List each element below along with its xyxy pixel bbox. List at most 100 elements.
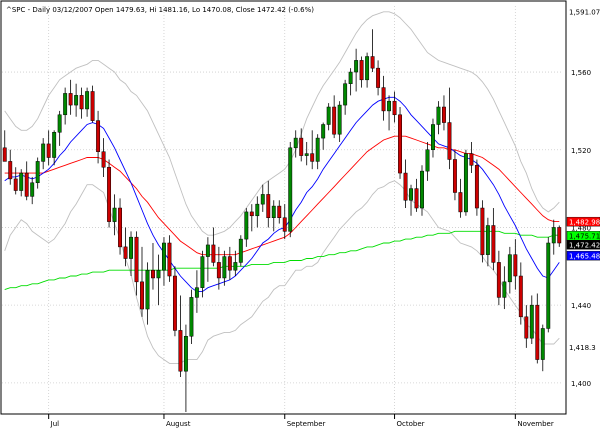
candle [101,138,106,177]
candle-body [41,143,46,162]
candle [343,79,348,115]
x-tick-label: October [397,420,425,428]
price-label-text: 1,475.71 [569,233,600,241]
candle [2,130,7,162]
candle [474,159,479,216]
grid-layer [2,6,562,412]
candle [277,200,282,224]
candle [41,138,46,170]
x-tick-label: August [166,420,191,428]
candle-body [299,137,304,156]
candle-body [403,172,408,201]
candle-body [35,161,40,184]
candle [183,324,188,412]
candle [216,246,221,290]
candle [524,305,529,348]
candle [326,103,331,131]
candle [447,87,452,170]
candles [2,29,562,412]
candle-body [13,178,18,191]
candle-body [211,244,216,263]
candle [551,219,556,255]
candle-body [156,269,161,279]
candle-body [502,281,507,298]
candle-body [123,246,128,259]
y-tick-label: 1,520 [571,147,591,155]
price-label-text: 1,482.98 [569,218,600,226]
candle [332,95,337,139]
candle [540,324,545,372]
candle-body [315,137,320,162]
candle [425,141,430,181]
candle-body [68,93,73,106]
price-label-bg [566,250,600,261]
candle-body [326,106,331,125]
candle [359,56,364,88]
candle-body [414,188,419,209]
candle [370,29,375,73]
candle [189,289,194,345]
candle-body [529,304,534,339]
candle [129,231,133,277]
candle-body [359,60,364,81]
candle-body [85,91,90,110]
candle [140,246,144,317]
candle [381,75,386,121]
bollinger-bands [4,11,560,364]
price-label-bg [566,342,600,353]
candle [200,250,205,298]
candle [409,184,413,216]
candle [502,266,507,310]
candle [354,48,359,92]
candle-body [19,172,24,191]
candle-body [244,211,249,240]
candle [233,250,238,277]
candle [546,237,551,333]
price-label-bg [566,216,600,227]
price-label: 1,418.3 [566,342,600,353]
candle-body [513,254,518,277]
candle [255,196,260,228]
price-label: 1,475.71 [566,231,600,241]
candle-body [431,124,435,151]
candle [194,270,199,313]
candle-body [145,269,150,310]
candle [156,254,161,306]
candle [238,235,243,267]
price-label: 1,482.98 [566,216,600,227]
candle [535,293,540,364]
y-tick-label: 1,440 [571,302,591,310]
candle-body [172,275,177,331]
candle-body [381,87,386,112]
lower-band-line [4,180,560,364]
candle [13,167,18,195]
candle-body [452,159,457,193]
candle-body [238,238,243,263]
candle [145,262,150,325]
candle [118,198,122,255]
candle-body [233,262,238,271]
candle-body [255,203,260,217]
candle-body [343,83,348,106]
candle-body [546,242,551,329]
candle [222,250,227,286]
candle [249,204,254,232]
price-label-text: 1,418.3 [569,344,596,352]
candle-body [540,328,545,360]
candle [244,208,249,247]
candle-body [151,269,155,279]
candle-body [348,71,353,84]
candle [403,159,408,209]
ma-long-line [4,230,560,291]
candle [112,194,117,236]
candle [463,149,468,216]
candle-body [167,242,172,277]
candle-body [277,205,282,218]
candle [46,130,51,166]
candle-body [178,330,183,372]
candle-body [249,211,254,217]
candle [442,95,446,131]
price-label: 1,465.48 [566,250,600,261]
